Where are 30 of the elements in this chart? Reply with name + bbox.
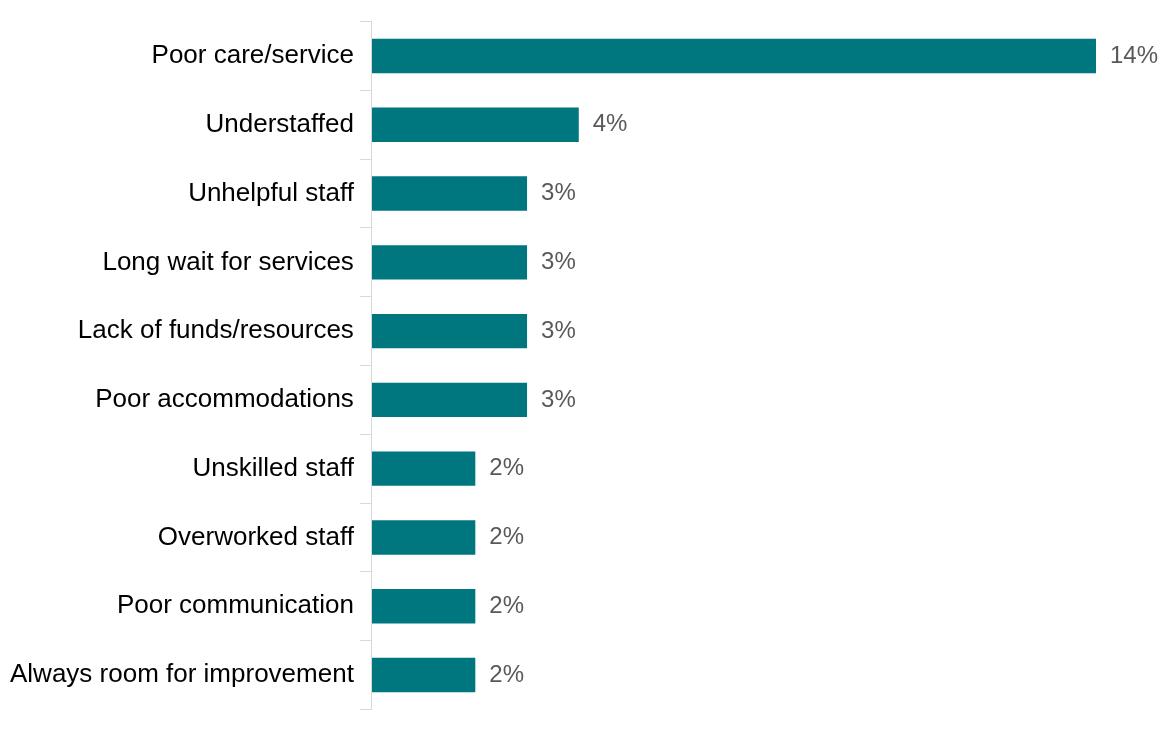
y-tick-label: Poor care/service: [151, 39, 354, 70]
data-label: 3%: [541, 246, 576, 274]
data-label: 3%: [541, 178, 576, 206]
data-label: 4%: [592, 109, 628, 137]
data-label: 2%: [489, 522, 525, 550]
bar: [371, 245, 528, 280]
bar: [371, 657, 476, 693]
y-tick-label: Understaffed: [205, 107, 354, 138]
y-tick-label: Poor accommodations: [95, 383, 354, 414]
bar: [371, 176, 528, 211]
bar: [371, 107, 579, 142]
data-label: 3%: [541, 315, 576, 343]
data-label: 2%: [489, 659, 525, 687]
y-tick-label: Poor communication: [116, 589, 354, 620]
data-label: 3%: [541, 384, 576, 412]
bar: [371, 38, 1096, 74]
y-tick-label: Unskilled staff: [192, 451, 355, 482]
data-label: 2%: [489, 590, 525, 618]
y-tick-label: Always room for improvement: [9, 658, 355, 689]
bar: [371, 589, 476, 624]
bar: [371, 313, 528, 349]
y-tick-label: Lack of funds/resources: [77, 314, 354, 345]
y-tick-label: Unhelpful staff: [188, 176, 355, 207]
data-label: 2%: [489, 453, 525, 481]
bar: [371, 451, 476, 486]
data-label: 14%: [1110, 40, 1159, 68]
bar: [371, 382, 528, 418]
y-tick-label: Long wait for services: [102, 245, 354, 276]
bar: [371, 520, 476, 555]
y-tick-label: Overworked staff: [157, 520, 355, 551]
